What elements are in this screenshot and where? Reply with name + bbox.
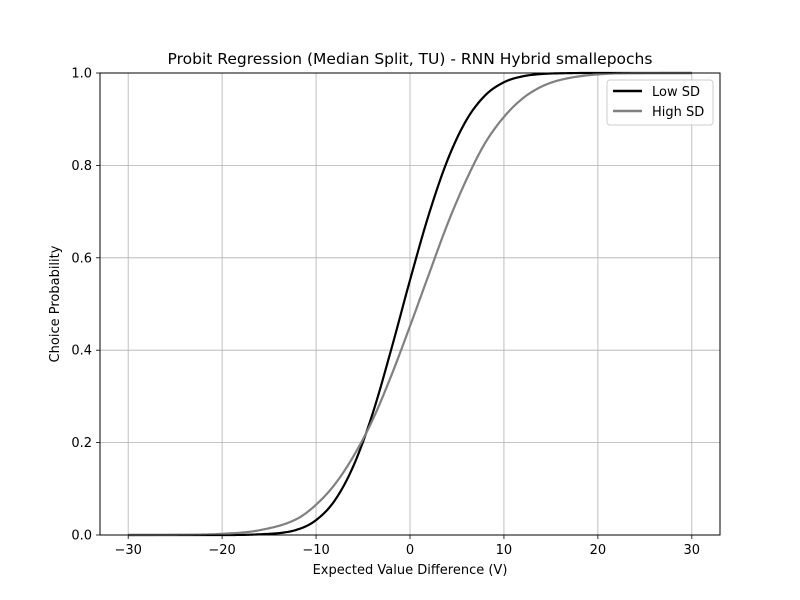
y-axis-label: Choice Probability	[48, 245, 63, 362]
y-tick-label: 0.8	[71, 159, 92, 174]
legend-label-high-sd: High SD	[652, 105, 704, 120]
x-tick-label: 0	[406, 543, 414, 558]
chart-title: Probit Regression (Median Split, TU) - R…	[168, 50, 653, 68]
x-axis-label: Expected Value Difference (V)	[313, 563, 508, 578]
x-tick-label: 30	[684, 543, 701, 558]
legend: Low SD High SD	[606, 79, 714, 126]
y-tick-label: 0.4	[71, 344, 92, 359]
series-line-high-sd	[128, 71, 692, 537]
x-tick-label: −30	[114, 543, 141, 558]
x-tick-label: 10	[496, 543, 513, 558]
x-tick-label: −20	[208, 543, 235, 558]
y-tick-label: 0.6	[71, 251, 92, 266]
axis-ticks: −30 −20 −10 0 10 20 30 0.0 0.2 0.4 0.6 0.8 1.0	[71, 67, 700, 559]
x-tick-label: −10	[302, 543, 329, 558]
y-tick-label: 0.0	[71, 529, 92, 544]
y-tick-label: 1.0	[71, 67, 92, 82]
x-tick-label: 20	[590, 543, 607, 558]
y-tick-label: 0.2	[71, 436, 92, 451]
legend-label-low-sd: Low SD	[652, 85, 700, 100]
